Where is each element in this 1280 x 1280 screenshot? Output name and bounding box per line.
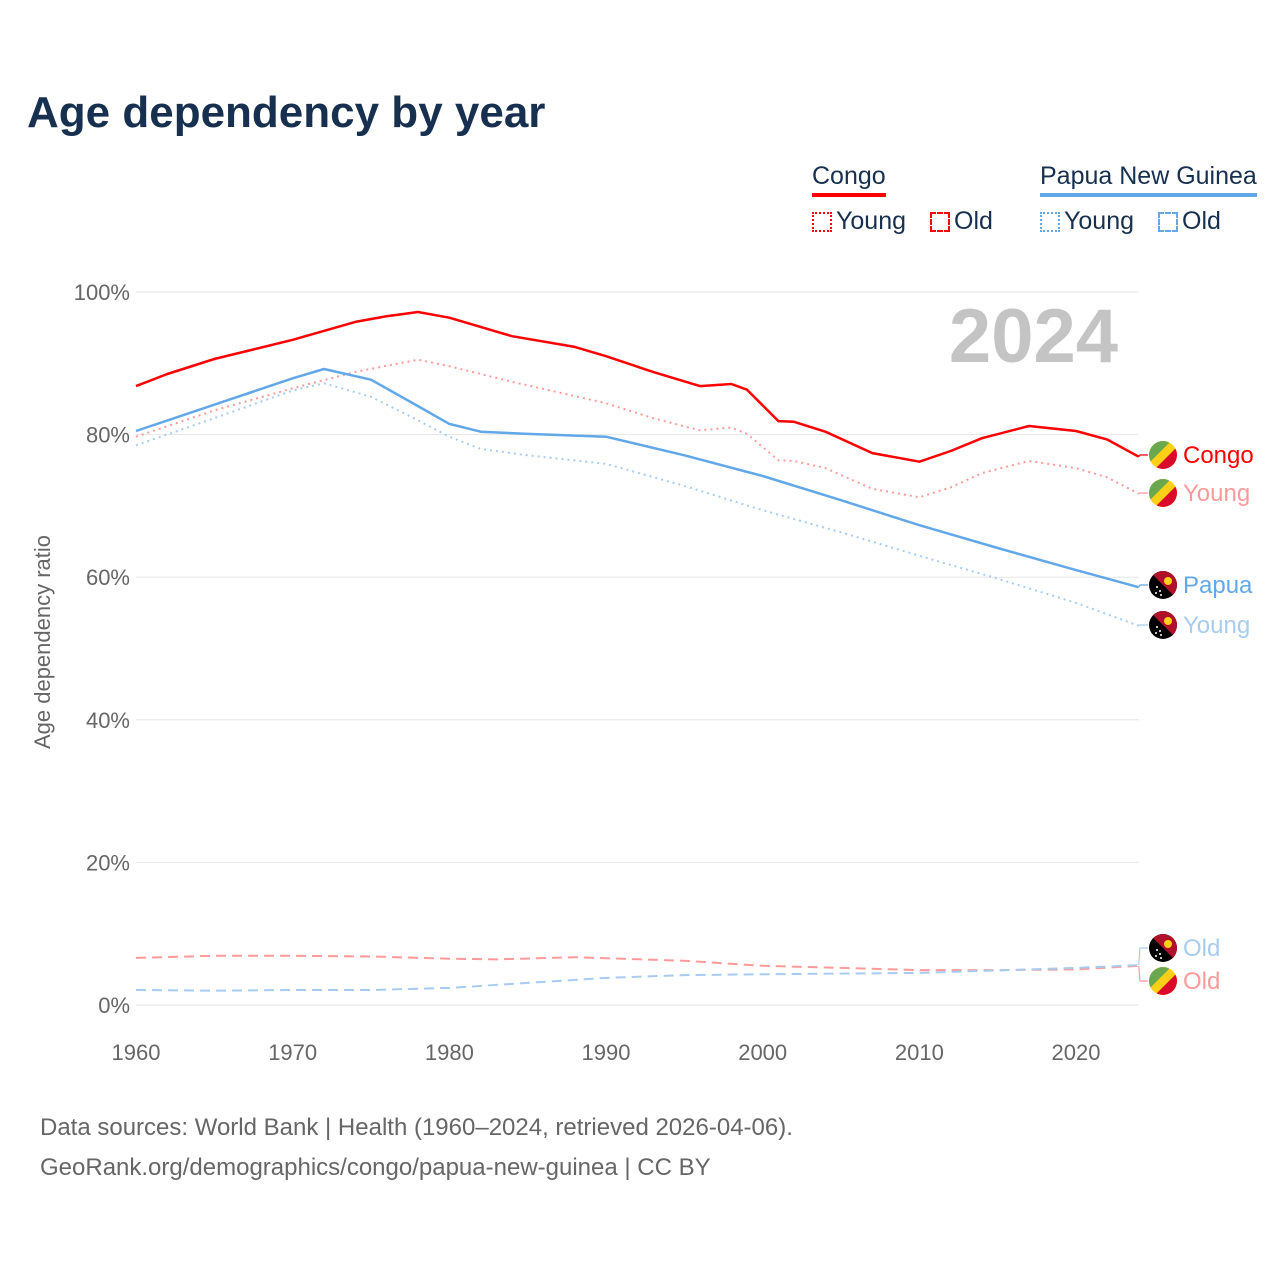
end-label: Old (1183, 968, 1220, 995)
legend-label: Old (1182, 207, 1221, 235)
congo-flag-icon (1149, 479, 1177, 507)
congo-flag-icon (1149, 967, 1177, 995)
x-tick-label: 1980 (425, 1040, 474, 1065)
series-line-papua-new-guinea[interactable] (135, 367, 1140, 589)
dotted-swatch-icon (812, 211, 832, 232)
y-tick-label: 20% (86, 850, 130, 875)
legend-congo-young[interactable]: Young (812, 207, 906, 236)
footer: Data sources: World Bank | Health (1960–… (40, 1108, 793, 1188)
end-label: Congo (1183, 442, 1254, 469)
chart-title: Age dependency by year (27, 88, 546, 137)
series-line-congo-old[interactable] (135, 954, 1139, 972)
legend-congo-title[interactable]: Congo (812, 162, 886, 197)
png-flag-icon (1149, 934, 1177, 962)
png-flag-icon (1149, 611, 1177, 639)
label-connector (1138, 492, 1148, 495)
y-axis-label: Age dependency ratio (30, 535, 55, 749)
end-label: Old (1183, 935, 1220, 962)
x-tick-label: 1960 (112, 1040, 161, 1065)
dashed-swatch-icon (930, 211, 950, 232)
end-label: Young (1183, 480, 1250, 507)
congo-flag-icon (1149, 441, 1177, 469)
label-connector (1138, 965, 1148, 982)
legend-png-title[interactable]: Papua New Guinea (1040, 162, 1257, 197)
y-tick-label: 100% (74, 280, 130, 305)
x-tick-label: 2020 (1052, 1040, 1101, 1065)
legend-png: Papua New Guinea Young Old (1040, 162, 1257, 236)
x-tick-label: 2000 (738, 1040, 787, 1065)
y-tick-label: 60% (86, 565, 130, 590)
label-connector (1138, 947, 1148, 966)
legend-label: Young (836, 207, 906, 235)
series-line-papua-new-guinea-old[interactable] (135, 964, 1139, 992)
legend-png-old[interactable]: Old (1158, 207, 1221, 236)
end-label: Young (1183, 612, 1250, 639)
legend-label: Young (1064, 207, 1134, 235)
series-line-papua-new-guinea-young[interactable] (135, 382, 1140, 627)
label-connector (1138, 584, 1148, 588)
png-flag-icon (1149, 571, 1177, 599)
end-label: Papua (1183, 572, 1253, 599)
year-watermark: 2024 (949, 294, 1118, 379)
legend-png-young[interactable]: Young (1040, 207, 1134, 236)
y-tick-label: 0% (98, 993, 130, 1018)
data-source: Data sources: World Bank | Health (1960–… (40, 1114, 793, 1141)
legend-label: Old (954, 207, 993, 235)
dashed-swatch-icon (1158, 211, 1178, 232)
y-tick-label: 80% (86, 423, 130, 448)
legend-congo-old[interactable]: Old (930, 207, 993, 236)
label-connector (1138, 454, 1148, 458)
source-link[interactable]: GeoRank.org/demographics/congo/papua-new… (40, 1154, 711, 1181)
x-tick-label: 2010 (895, 1040, 944, 1065)
legend-congo: Congo Young Old (812, 162, 1011, 236)
dotted-swatch-icon (1040, 211, 1060, 232)
series-line-congo[interactable] (135, 310, 1140, 463)
x-tick-label: 1970 (268, 1040, 317, 1065)
x-tick-label: 1990 (582, 1040, 631, 1065)
label-connector (1138, 624, 1148, 627)
y-tick-label: 40% (86, 708, 130, 733)
series-line-congo-young[interactable] (135, 358, 1140, 499)
